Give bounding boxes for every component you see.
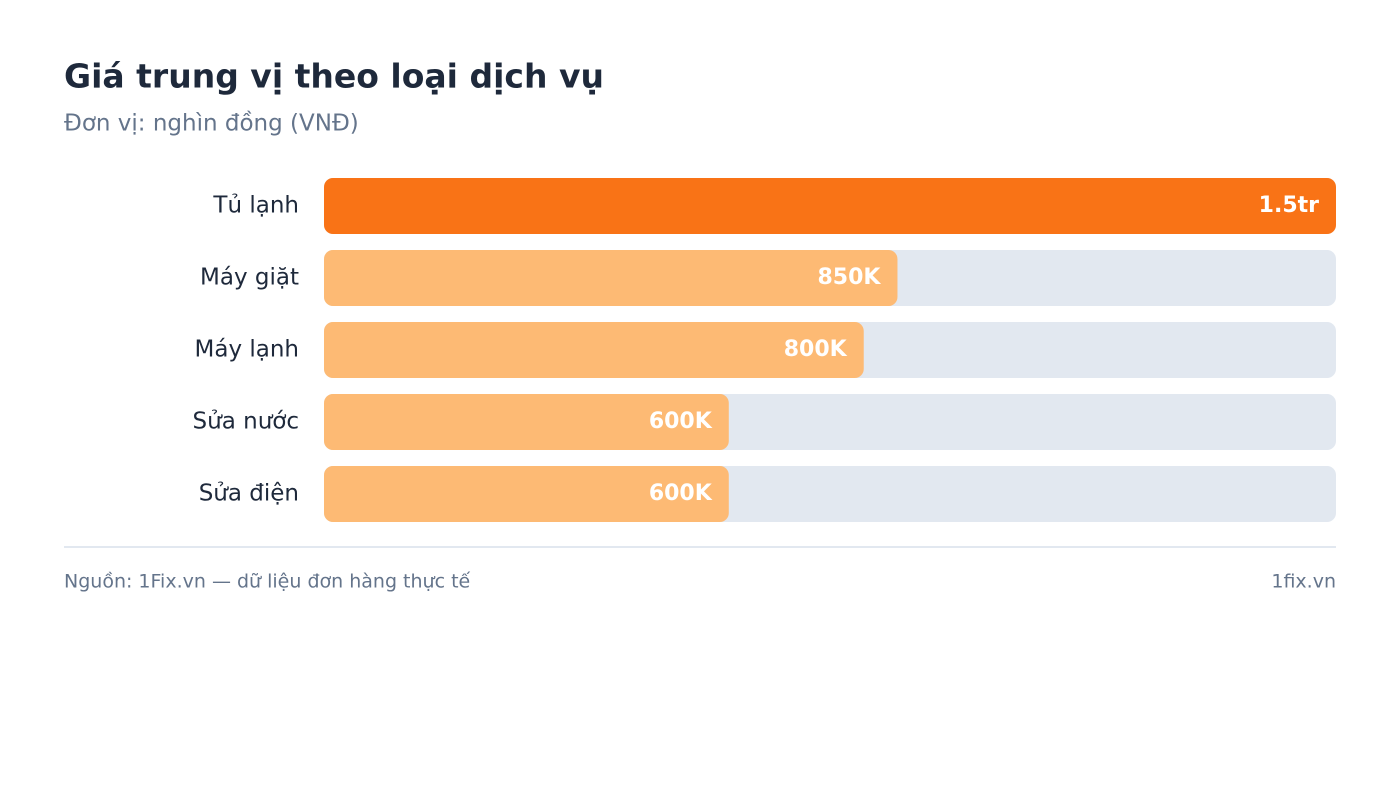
bar [324, 466, 729, 522]
chart-title: Giá trung vị theo loại dịch vụ [64, 57, 604, 96]
chart-subtitle: Đơn vị: nghìn đồng (VNĐ) [64, 111, 359, 137]
bar [324, 178, 1336, 234]
bar [324, 394, 729, 450]
value-label: 1.5tr [1259, 193, 1319, 218]
category-label: Tủ lạnh [212, 193, 299, 219]
value-label: 850K [817, 265, 881, 290]
bar [324, 250, 898, 306]
value-label: 800K [784, 337, 848, 362]
value-label: 600K [649, 481, 713, 506]
category-label: Máy giặt [200, 265, 299, 291]
category-label: Sửa nước [193, 409, 299, 435]
brand: 1fix.vn [1271, 571, 1336, 593]
category-label: Sửa điện [199, 481, 299, 507]
category-label: Máy lạnh [195, 337, 300, 363]
value-label: 600K [649, 409, 713, 434]
source-note: Nguồn: 1Fix.vn — dữ liệu đơn hàng thực t… [64, 571, 471, 593]
bar [324, 322, 864, 378]
